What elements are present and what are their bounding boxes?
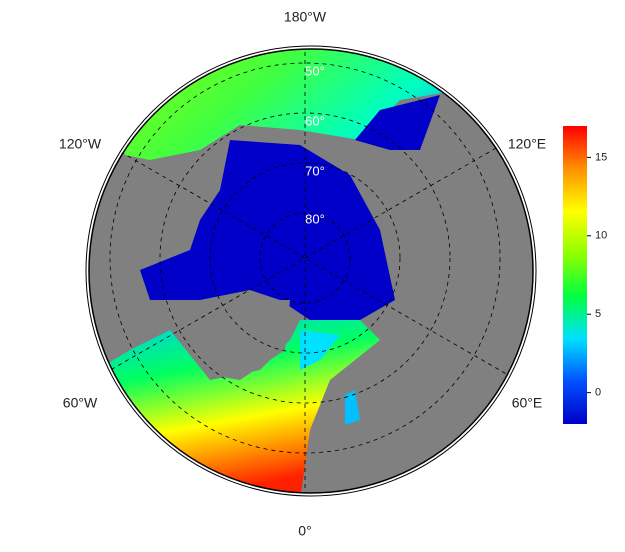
colorbar — [563, 126, 587, 424]
norwegian-sea — [300, 330, 340, 370]
arctic-ocean — [140, 140, 395, 320]
colorbar-tick-label: 15 — [595, 151, 607, 163]
graticule — [99, 49, 511, 493]
map-border — [88, 48, 534, 494]
latitude-label: 50° — [305, 63, 325, 78]
greenland — [175, 300, 290, 380]
baltic-sea — [345, 390, 360, 425]
longitude-label: 60°E — [512, 395, 543, 411]
longitude-label: 120°E — [508, 136, 546, 152]
longitude-label: 180°W — [284, 9, 327, 25]
latitude-label: 60° — [305, 113, 325, 128]
colorbar-tick-label: 10 — [595, 230, 607, 242]
map-border-outer — [85, 45, 537, 497]
colorbar-tick-label: 5 — [595, 308, 601, 320]
latitude-label: 80° — [305, 211, 325, 226]
sea-of-okhotsk — [355, 95, 440, 150]
longitude-label: 60°W — [63, 395, 98, 411]
longitude-label: 0° — [298, 523, 311, 539]
longitude-label: 120°W — [59, 136, 102, 152]
colorbar-tick-label: 0 — [595, 387, 601, 399]
map-body — [89, 49, 533, 493]
latitude-label: 70° — [305, 163, 325, 178]
